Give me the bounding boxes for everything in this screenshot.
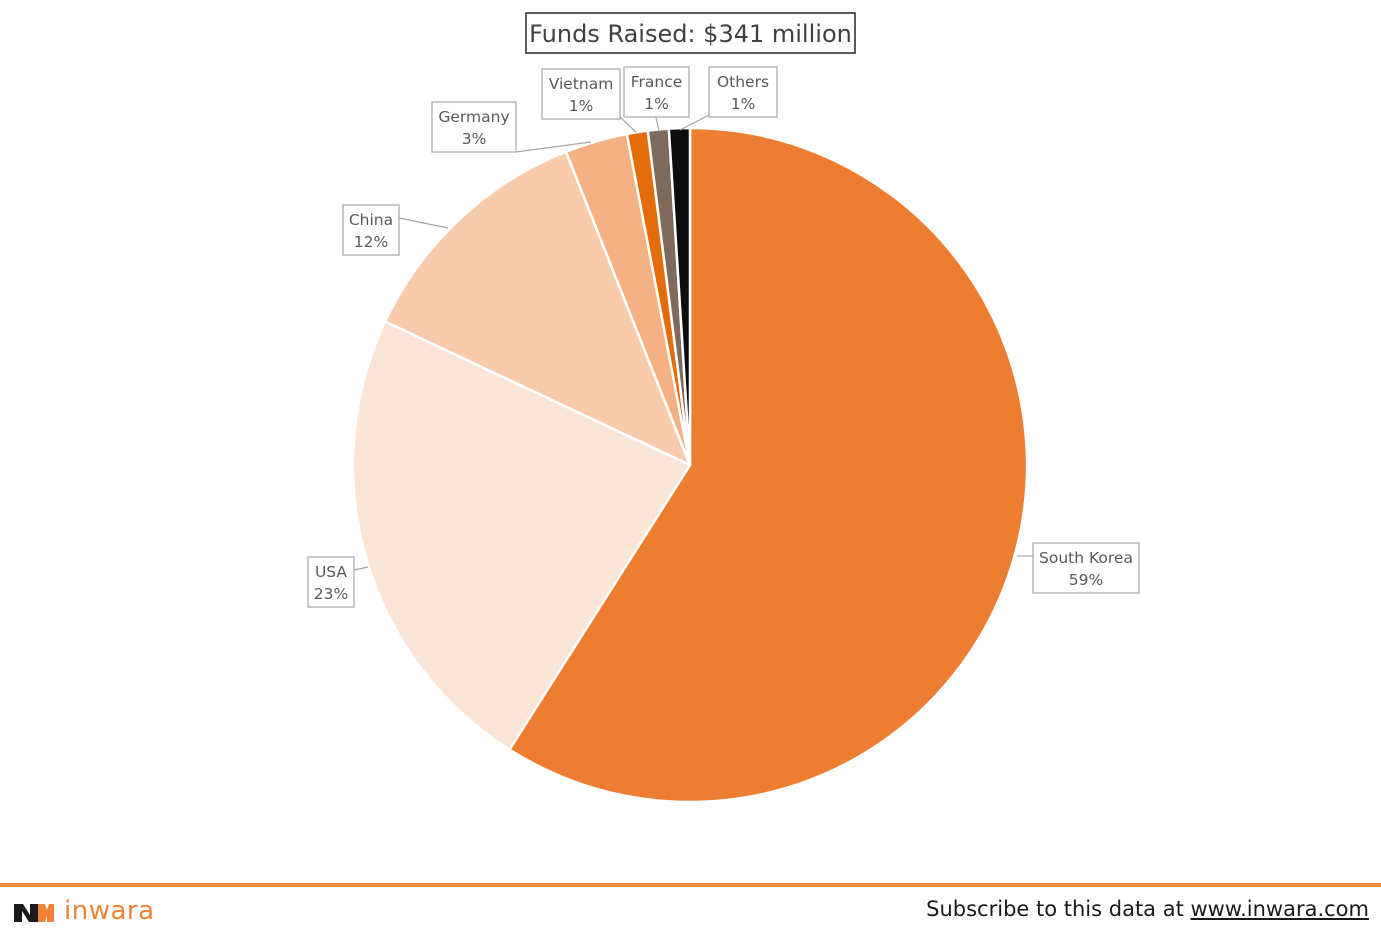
data-label-box [1032,542,1140,594]
brand-logo[interactable]: inwara [14,896,155,926]
data-label-vietnam: Vietnam 1% [541,68,621,120]
subscribe-text: Subscribe to this data at [926,897,1191,921]
footer-divider [0,883,1381,887]
data-label-category: France [631,73,683,91]
leader-line-germany [515,141,592,153]
data-label-value: 3% [462,130,487,148]
pie-chart: Funds Raised: $341 million South Korea 59… [307,12,1140,804]
subscribe-link[interactable]: www.inwara.com [1190,897,1370,921]
leader-line-vietnam [619,116,637,133]
data-label-category: Vietnam [549,75,614,93]
data-label-usa: USA 23% [307,556,355,608]
leader-lines [353,114,1033,571]
leader-line-china [398,217,449,229]
data-label-category: China [349,211,393,229]
pie-slice-china [383,150,692,467]
data-label-value: 12% [354,233,388,251]
data-label-box [708,66,778,118]
data-label-category: Others [717,73,769,91]
data-label-box [342,204,400,256]
inwara-logo-icon [14,904,54,922]
data-label-box [623,66,690,118]
data-label-category: Germany [438,108,509,126]
chart-title-box: Funds Raised: $341 million [525,12,856,54]
data-label-value: 1% [569,97,594,115]
data-label-box [307,556,355,608]
chart-title: Funds Raised: $341 million [529,20,852,48]
subscribe-note: Subscribe to this data at www.inwara.com [926,897,1369,921]
pie-slice-others [667,126,692,467]
data-label-germany: Germany 3% [431,101,517,153]
data-label-others: Others 1% [708,66,778,118]
data-label-category: South Korea [1039,549,1133,567]
leader-line-others [679,114,710,131]
data-label-france: France 1% [623,66,690,118]
data-label-value: 1% [644,95,669,113]
data-label-south-korea: South Korea 59% [1032,542,1140,594]
data-label-value: 23% [314,585,348,603]
leader-line-usa [353,566,369,571]
data-label-value: 1% [731,95,756,113]
pie-slice-usa [351,320,692,751]
data-label-box [541,68,621,120]
data-label-box [431,101,517,153]
brand-name: inwara [64,896,155,926]
data-label-china: China 12% [342,204,400,256]
data-label-category: USA [315,563,347,581]
data-label-value: 59% [1069,571,1103,589]
pie-slices [351,126,1029,804]
pie-slice-south-korea [508,126,1029,804]
leader-line-france [655,116,660,132]
footer: inwara Subscribe to this data at www.inw… [0,880,1381,933]
data-label-callouts: South Korea 59% USA 23% China 12% Germany 3% Vie… [307,66,1140,608]
